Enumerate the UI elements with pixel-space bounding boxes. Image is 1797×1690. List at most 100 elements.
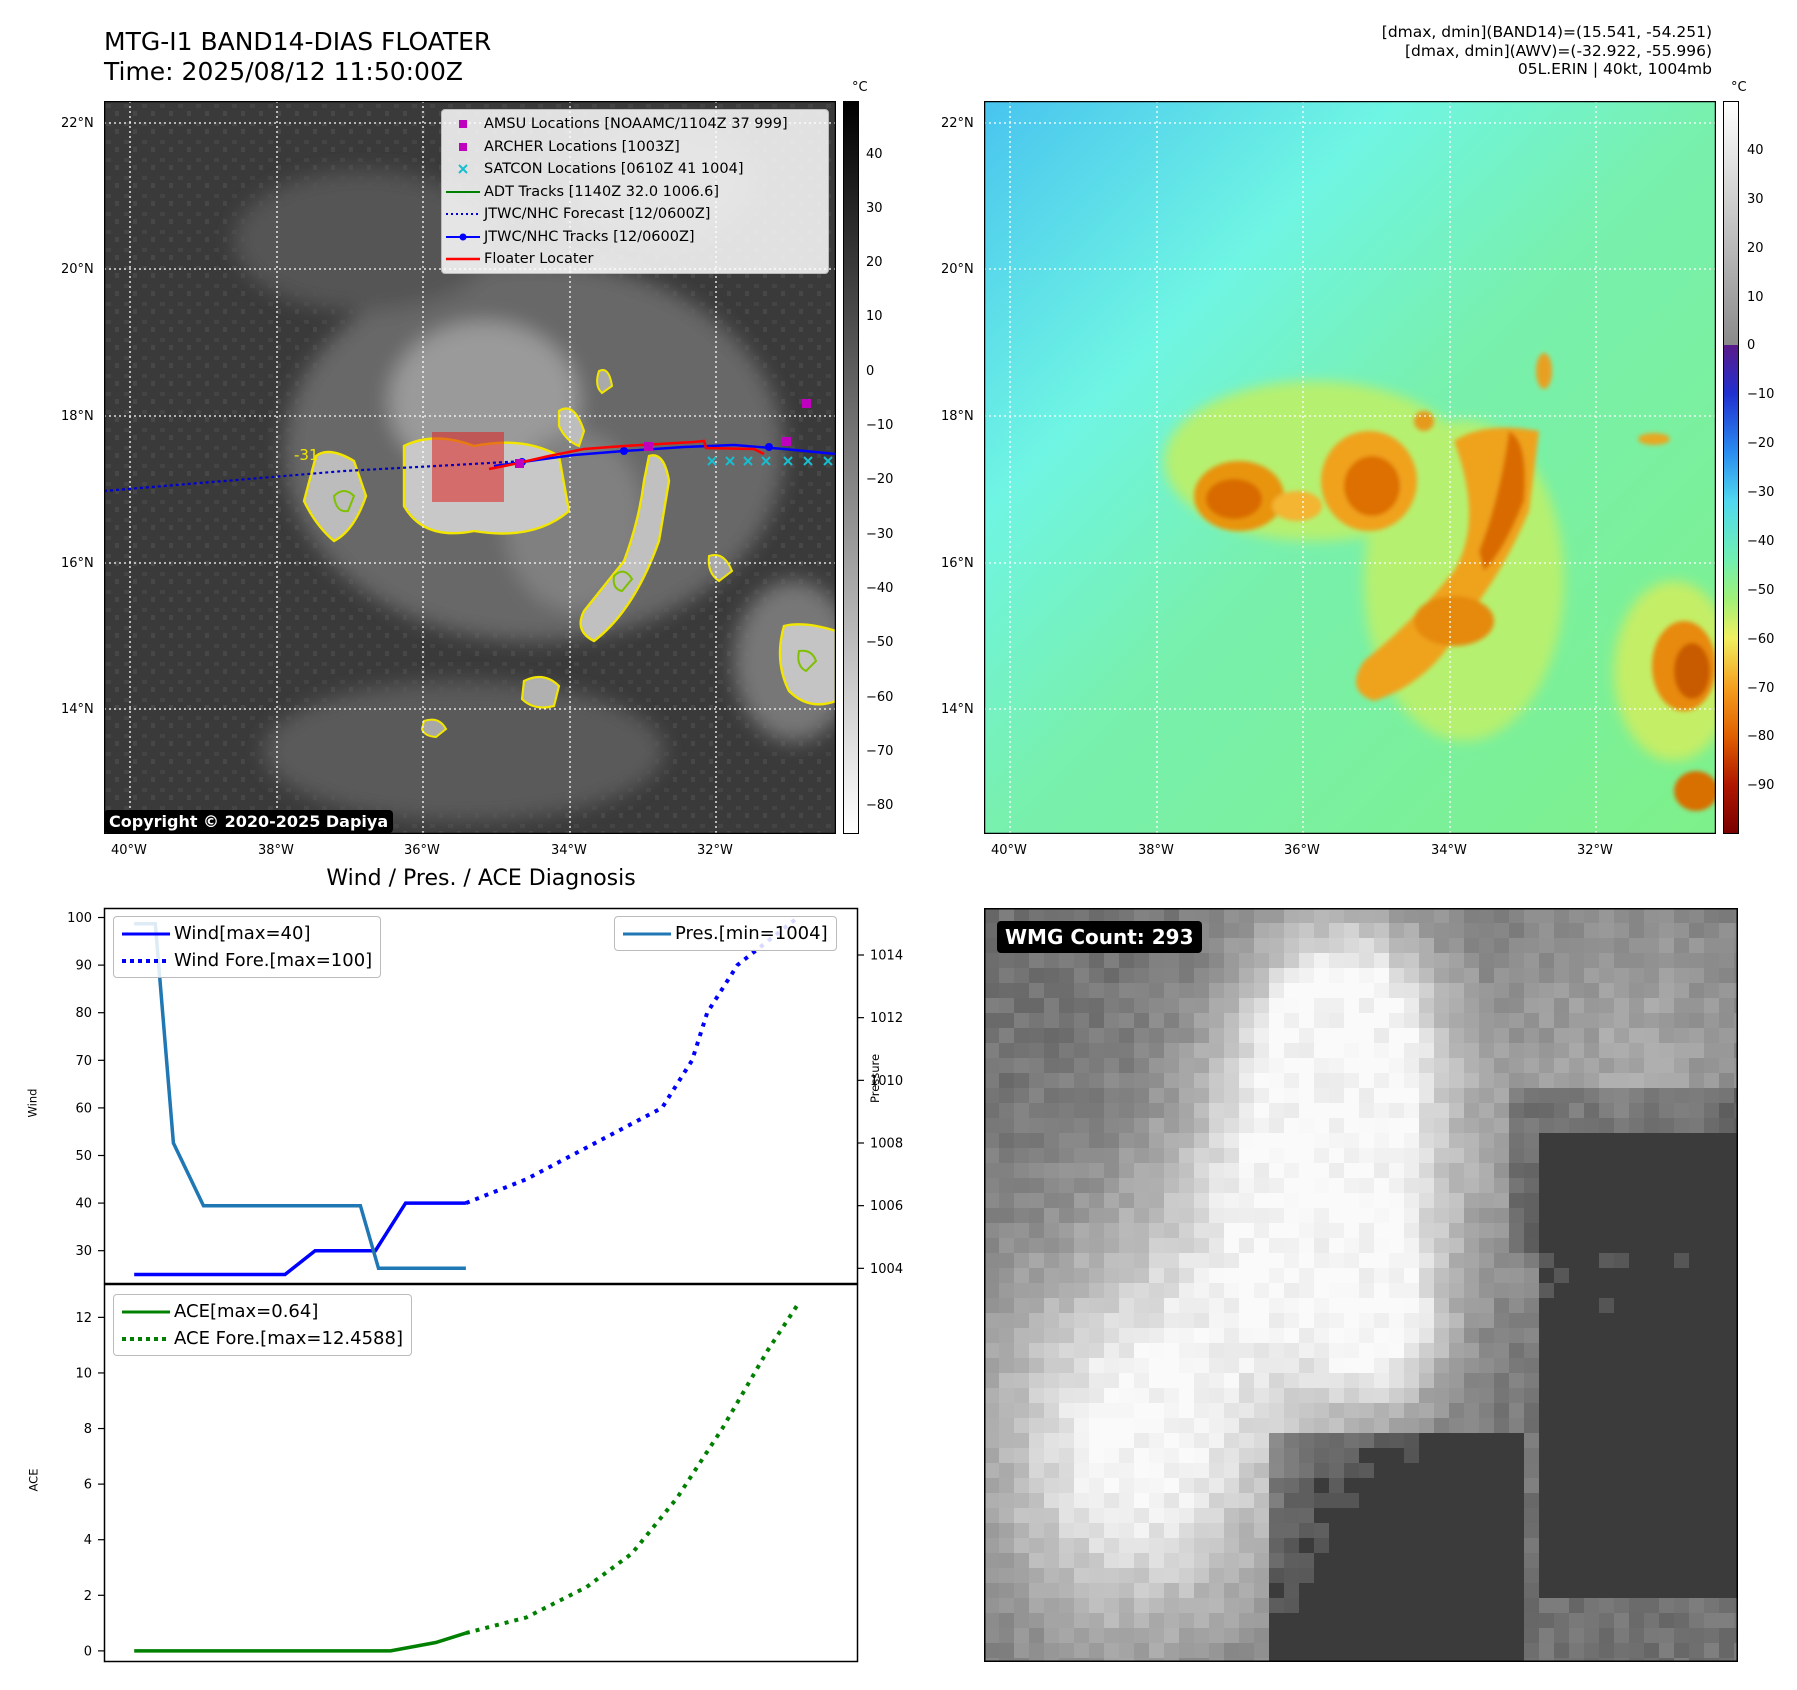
legend-tracks: JTWC/NHC Tracks [12/0600Z] [442, 226, 828, 249]
legend-square-icon [459, 120, 467, 129]
amsu-archer-markers [515, 399, 811, 468]
wind-y-axis: 30 40 50 60 70 80 90 100 [67, 911, 104, 1259]
ir-colorbar-tick: 10 [866, 309, 883, 324]
y2-tick-label: 1008 [870, 1137, 903, 1152]
ir-colorbar-tick: −50 [866, 635, 894, 650]
wv-colorbar-tick: 30 [1747, 192, 1764, 207]
y-tick-label: 30 [75, 1244, 92, 1259]
y-tick-label: 90 [75, 959, 92, 974]
ace-y-axis: 0 2 4 6 8 10 12 [75, 1311, 104, 1659]
legend-dotted-line-icon [122, 1336, 170, 1341]
legend-line-icon [122, 932, 170, 935]
ir-legend: AMSU Locations [NOAAMC/1104Z 37 999] ARC… [441, 109, 829, 274]
series-line-0 [134, 1201, 466, 1277]
ir-gridlines [104, 101, 836, 834]
wv-map-frame [984, 101, 1716, 834]
wv-lon-label: 40°W [991, 843, 1027, 858]
y-tick-label: 12 [75, 1311, 92, 1326]
legend-line-icon [446, 190, 480, 193]
y-tick-label: 60 [75, 1101, 92, 1116]
legend-floater: Floater Locater [442, 248, 828, 271]
ir-colorbar-tick: −70 [866, 744, 894, 759]
y-tick-label: 2 [84, 1589, 92, 1604]
ir-lat-label: 14°N [61, 702, 94, 717]
y2-tick-label: 1004 [870, 1262, 903, 1277]
wmg-pixel-grid [984, 908, 1738, 1662]
ir-colorbar-unit: °C [852, 80, 868, 95]
copyright-badge: Copyright © 2020-2025 Dapiya [104, 810, 394, 833]
legend-satcon: SATCON Locations [0610Z 41 1004] [442, 158, 828, 181]
wv-colorbar [1723, 101, 1739, 834]
title-line-time: Time: 2025/08/12 11:50:00Z [104, 57, 463, 86]
series-line-1 [465, 1303, 800, 1636]
wv-colorbar-tick: 10 [1747, 290, 1764, 305]
wmg-image-panel [984, 908, 1738, 1662]
wv-colorbar-tick: 20 [1747, 241, 1764, 256]
y-tick-label: 40 [75, 1197, 92, 1212]
ir-colorbar-tick: −40 [866, 581, 894, 596]
ir-colorbar-tick: −60 [866, 690, 894, 705]
series-line-1 [465, 915, 799, 1205]
legend-line-dot-icon [446, 233, 480, 241]
satcon-markers [707, 456, 833, 466]
ir-colorbar-tick: −80 [866, 798, 894, 813]
y-tick-label: 0 [84, 1644, 92, 1659]
legend-amsu: AMSU Locations [NOAAMC/1104Z 37 999] [442, 113, 828, 136]
legend-line-icon [446, 258, 480, 261]
ir-lon-label: 40°W [111, 843, 147, 858]
ir-colorbar [843, 101, 859, 834]
series-line-0 [134, 1631, 467, 1653]
ir-colorbar-tick: −10 [866, 418, 894, 433]
legend-ace: ACE[max=0.64] [118, 1298, 403, 1325]
wv-lon-label: 34°W [1431, 843, 1467, 858]
y-tick-label: 10 [75, 1366, 92, 1381]
legend-wind: Wind[max=40] [118, 920, 372, 947]
ir-lon-label: 38°W [258, 843, 294, 858]
diagnosis-title: Wind / Pres. / ACE Diagnosis [326, 866, 636, 891]
pressure-y-axis: 1004 1006 1008 1010 1012 1014 [858, 949, 903, 1277]
floater-box [432, 432, 504, 502]
wv-lat-label: 18°N [941, 409, 974, 424]
y2-tick-label: 1010 [870, 1074, 903, 1089]
ir-contour-label: -31 [294, 446, 319, 464]
y-tick-label: 4 [84, 1533, 92, 1548]
wv-satellite-map [984, 101, 1716, 834]
wind-pressure-lines [134, 915, 799, 1277]
legend-dotted-line-icon [122, 958, 170, 963]
y2-tick-label: 1012 [870, 1011, 903, 1026]
wv-lat-label: 20°N [941, 262, 974, 277]
wv-colorbar-tick: −90 [1747, 778, 1775, 793]
ir-lon-label: 36°W [404, 843, 440, 858]
legend-forecast: JTWC/NHC Forecast [12/0600Z] [442, 203, 828, 226]
legend-line-icon [122, 1310, 170, 1313]
ir-lat-label: 22°N [61, 116, 94, 131]
wv-lat-label: 14°N [941, 702, 974, 717]
y2-tick-label: 1006 [870, 1199, 903, 1214]
legend-archer: ARCHER Locations [1003Z] [442, 136, 828, 159]
wv-colorbar-tick: −60 [1747, 632, 1775, 647]
ace-legend: ACE[max=0.64] ACE Fore.[max=12.4588] [113, 1294, 412, 1356]
wind-legend: Wind[max=40] Wind Fore.[max=100] [113, 916, 382, 978]
y2-tick-label: 1014 [870, 949, 903, 964]
floater-locater-track [488, 439, 765, 471]
wv-lat-label: 16°N [941, 556, 974, 571]
legend-wind-forecast: Wind Fore.[max=100] [118, 947, 372, 974]
wv-colorbar-unit: °C [1731, 80, 1747, 95]
forecast-track-line [104, 459, 525, 493]
ir-colorbar-tick: 20 [866, 255, 883, 270]
ir-lat-label: 20°N [61, 262, 94, 277]
wv-lon-label: 36°W [1284, 843, 1320, 858]
wv-cold-tops [1194, 353, 1716, 811]
legend-adt: ADT Tracks [1140Z 32.0 1006.6] [442, 181, 828, 204]
wv-lat-label: 22°N [941, 116, 974, 131]
wv-colorbar-tick: −70 [1747, 681, 1775, 696]
wv-colorbar-tick: −30 [1747, 485, 1775, 500]
ir-colorbar-tick: 0 [866, 364, 875, 379]
ace-lines [134, 1303, 800, 1653]
wv-colorbar-tick: −10 [1747, 387, 1775, 402]
ir-lon-label: 34°W [551, 843, 587, 858]
wmg-count-badge: WMG Count: 293 [997, 921, 1202, 953]
wmg-frame [984, 908, 1738, 1662]
ir-lat-label: 16°N [61, 556, 94, 571]
ir-colorbar-tick: 40 [866, 147, 883, 162]
